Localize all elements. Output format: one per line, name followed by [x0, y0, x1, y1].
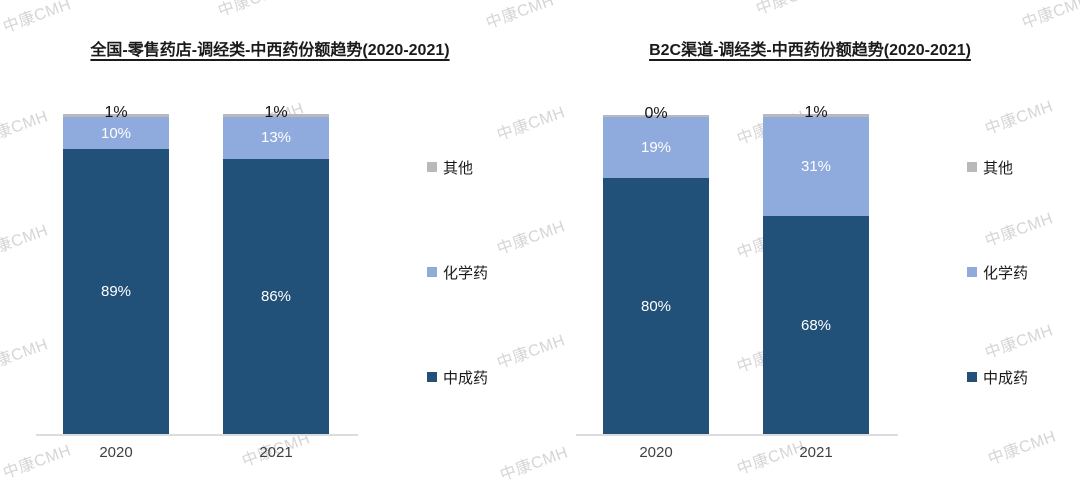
segment-化学药: 13% — [223, 117, 329, 159]
legend-marker-icon — [427, 372, 437, 382]
legend-marker-icon — [967, 372, 977, 382]
legend-marker-icon — [967, 267, 977, 277]
legend-item-其他: 其他 — [967, 158, 1028, 177]
chart-panel-national: 全国-零售药店-调经类-中西药份额趋势(2020-2021) 10% 89% 1% 2… — [10, 36, 530, 461]
legend-label: 中成药 — [443, 369, 489, 387]
legend-label: 其他 — [983, 159, 1014, 177]
legend: 其他 化学药 中成药 — [427, 158, 489, 387]
bar-2021: 13% 86% — [223, 114, 329, 434]
segment-其他 — [63, 114, 169, 118]
data-label: 31% — [800, 158, 832, 176]
legend-label: 化学药 — [443, 264, 489, 282]
axis-tick-label: 2021 — [259, 444, 293, 461]
legend: 其他 化学药 中成药 — [967, 158, 1029, 387]
segment-化学药: 10% — [63, 117, 169, 150]
chart-title-text: B2C渠道-调经类-中西药份额趋势(2020-2021) — [649, 42, 971, 59]
data-label: 10% — [100, 124, 132, 142]
legend-label: 其他 — [443, 159, 474, 177]
data-label: 86% — [260, 287, 292, 305]
top-data-label: 1% — [804, 104, 828, 121]
axis-tick-label: 2020 — [99, 444, 133, 461]
bar-2020: 10% 89% — [63, 114, 169, 434]
legend-item-化学药: 化学药 — [427, 263, 489, 282]
data-label: 89% — [100, 283, 132, 301]
axis-tick-label: 2020 — [639, 444, 673, 461]
data-label: 19% — [640, 139, 672, 157]
top-data-label: 1% — [104, 104, 128, 121]
top-data-label: 1% — [264, 104, 288, 121]
bar-2021: 31% 68% — [763, 114, 869, 434]
plot-area: 10% 89% 1% 2020 13% 86% 1% 2021 — [36, 104, 358, 461]
data-label: 80% — [640, 297, 672, 315]
segment-中成药: 68% — [763, 216, 869, 434]
bar-2020: 19% 80% — [603, 114, 709, 434]
segment-中成药: 86% — [223, 158, 329, 434]
chart-title: 全国-零售药店-调经类-中西药份额趋势(2020-2021) — [10, 36, 530, 60]
legend-item-中成药: 中成药 — [427, 368, 489, 387]
segment-化学药: 19% — [603, 117, 709, 178]
legend-marker-icon — [427, 267, 437, 277]
segment-中成药: 80% — [603, 178, 709, 434]
segment-其他 — [763, 114, 869, 118]
legend-marker-icon — [427, 162, 437, 172]
legend-item-其他: 其他 — [427, 158, 488, 177]
segment-化学药: 31% — [763, 117, 869, 217]
legend-label: 中成药 — [983, 369, 1029, 387]
data-label: 13% — [260, 129, 292, 147]
axis-tick-label: 2021 — [799, 444, 833, 461]
legend-marker-icon — [967, 162, 977, 172]
data-label: 68% — [800, 316, 832, 334]
legend-item-中成药: 中成药 — [967, 368, 1029, 387]
chart-title: B2C渠道-调经类-中西药份额趋势(2020-2021) — [550, 36, 1070, 60]
legend-label: 化学药 — [983, 264, 1029, 282]
plot-area: 19% 80% 0% 2020 31% 68% 1% 2021 — [576, 104, 898, 461]
segment-其他 — [603, 114, 709, 118]
chart-panel-b2c: B2C渠道-调经类-中西药份额趋势(2020-2021) 19% 80% 0% 202… — [540, 0, 1080, 492]
top-data-label: 0% — [644, 104, 668, 122]
segment-中成药: 89% — [63, 149, 169, 434]
chart-title-text: 全国-零售药店-调经类-中西药份额趋势(2020-2021) — [90, 42, 450, 59]
legend-item-化学药: 化学药 — [967, 263, 1029, 282]
segment-其他 — [223, 114, 329, 118]
